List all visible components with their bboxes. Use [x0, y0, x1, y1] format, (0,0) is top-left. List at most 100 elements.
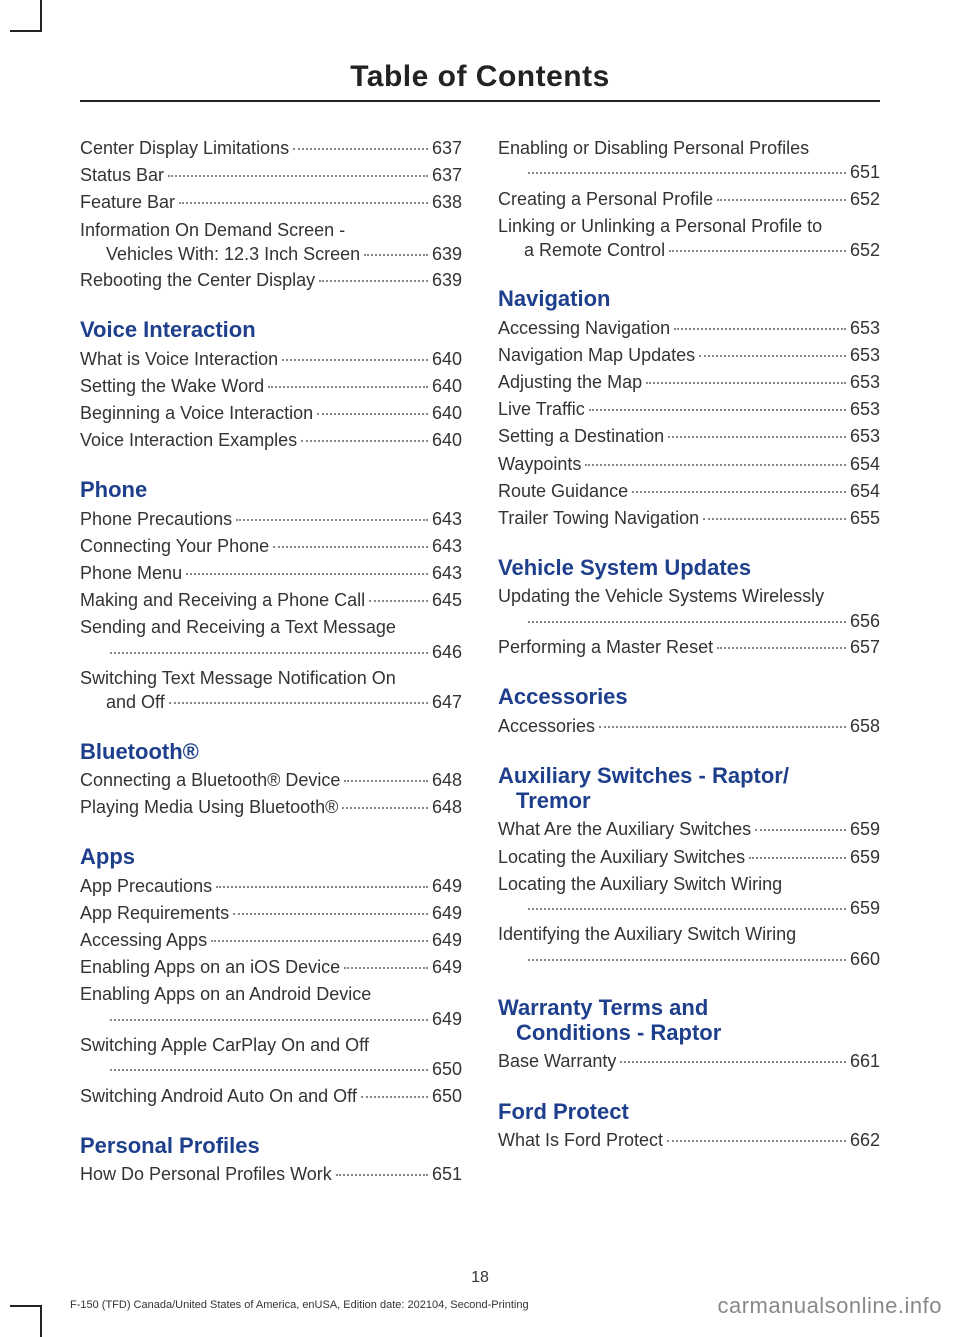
toc-page: 659: [850, 845, 880, 870]
toc-entry-multiline: Sending and Receiving a Text Message 646: [80, 615, 462, 664]
toc-page: 661: [850, 1049, 880, 1074]
section-voice-interaction: Voice Interaction: [80, 317, 462, 342]
toc-label-line2: Vehicles With: 12.3 Inch Screen: [106, 242, 360, 266]
leader-dots: [632, 491, 846, 493]
toc-label-line1: Linking or Unlinking a Personal Profile …: [498, 214, 880, 238]
leader-dots: [317, 413, 428, 415]
leader-dots: [717, 647, 846, 649]
toc-page: 650: [432, 1084, 462, 1109]
toc-entry: What Is Ford Protect662: [498, 1128, 880, 1153]
toc-page: 647: [432, 690, 462, 714]
toc-entry: Playing Media Using Bluetooth®648: [80, 795, 462, 820]
toc-page: 649: [432, 955, 462, 980]
leader-dots: [179, 202, 428, 204]
toc-entry-multiline: Information On Demand Screen - Vehicles …: [80, 218, 462, 267]
toc-page: 652: [850, 238, 880, 262]
toc-entry: What is Voice Interaction 640: [80, 347, 462, 372]
toc-page: 654: [850, 479, 880, 504]
leader-dots: [703, 518, 846, 520]
leader-dots: [168, 175, 428, 177]
toc-entry-multiline: Switching Text Message Notification On a…: [80, 666, 462, 715]
leader-dots: [749, 857, 846, 859]
leader-dots: [620, 1061, 846, 1063]
toc-label: Setting the Wake Word: [80, 374, 264, 399]
leader-dots: [361, 1096, 428, 1098]
toc-page: 655: [850, 506, 880, 531]
leader-dots: [186, 573, 428, 575]
toc-page: 645: [432, 588, 462, 613]
toc-page: 652: [850, 187, 880, 212]
toc-entry: Voice Interaction Examples640: [80, 428, 462, 453]
leader-dots: [319, 280, 428, 282]
section-warranty: Warranty Terms and Conditions - Raptor: [498, 995, 880, 1046]
toc-label: Waypoints: [498, 452, 581, 477]
leader-dots: [528, 621, 846, 623]
toc-label: Accessing Apps: [80, 928, 207, 953]
section-ford-protect: Ford Protect: [498, 1099, 880, 1124]
toc-label: What Are the Auxiliary Switches: [498, 817, 751, 842]
toc-label: Making and Receiving a Phone Call: [80, 588, 365, 613]
toc-label: What is Voice Interaction: [80, 347, 278, 372]
toc-label-line1: Locating the Auxiliary Switch Wiring: [498, 872, 880, 896]
toc-entry: Accessing Navigation653: [498, 316, 880, 341]
toc-entry: Route Guidance 654: [498, 479, 880, 504]
toc-page: 653: [850, 316, 880, 341]
toc-entry: Making and Receiving a Phone Call 645: [80, 588, 462, 613]
crop-mark-bl: [10, 1305, 42, 1337]
footer-left: F-150 (TFD) Canada/United States of Amer…: [70, 1299, 529, 1311]
leader-dots: [211, 940, 428, 942]
toc-entry: Accessories658: [498, 714, 880, 739]
toc-page: 653: [850, 343, 880, 368]
toc-page: 651: [432, 1162, 462, 1187]
toc-page: 662: [850, 1128, 880, 1153]
leader-dots: [364, 254, 428, 256]
leader-dots: [674, 328, 846, 330]
toc-label: App Precautions: [80, 874, 212, 899]
toc-page: 648: [432, 768, 462, 793]
section-apps: Apps: [80, 844, 462, 869]
toc-label: Voice Interaction Examples: [80, 428, 297, 453]
crop-mark-tl: [10, 0, 42, 32]
toc-label: Setting a Destination: [498, 424, 664, 449]
toc-page: 659: [850, 896, 880, 920]
toc-entry: App Precautions649: [80, 874, 462, 899]
toc-label: Connecting a Bluetooth® Device: [80, 768, 340, 793]
toc-page: 653: [850, 370, 880, 395]
leader-dots: [717, 199, 846, 201]
toc-label: Route Guidance: [498, 479, 628, 504]
toc-page: 639: [432, 242, 462, 266]
section-phone: Phone: [80, 477, 462, 502]
leader-dots: [110, 1069, 428, 1071]
toc-label: Switching Android Auto On and Off: [80, 1084, 357, 1109]
section-vehicle-system-updates: Vehicle System Updates: [498, 555, 880, 580]
toc-entry: Connecting Your Phone643: [80, 534, 462, 559]
toc-entry: Switching Android Auto On and Off 650: [80, 1084, 462, 1109]
toc-page: 640: [432, 347, 462, 372]
footer-right: carmanualsonline.info: [717, 1293, 942, 1319]
leader-dots: [282, 359, 428, 361]
toc-entry-multiline: Identifying the Auxiliary Switch Wiring …: [498, 922, 880, 971]
leader-dots: [585, 464, 846, 466]
toc-label: Creating a Personal Profile: [498, 187, 713, 212]
toc-entry: Setting a Destination653: [498, 424, 880, 449]
toc-page: 649: [432, 1007, 462, 1031]
toc-label: Rebooting the Center Display: [80, 268, 315, 293]
page-title: Table of Contents: [80, 60, 880, 94]
toc-entry: Status Bar 637: [80, 163, 462, 188]
toc-entry: Enabling Apps on an iOS Device649: [80, 955, 462, 980]
section-accessories: Accessories: [498, 684, 880, 709]
toc-entry-multiline: Enabling Apps on an Android Device 649: [80, 982, 462, 1031]
toc-label: Navigation Map Updates: [498, 343, 695, 368]
toc-page: 650: [432, 1057, 462, 1081]
toc-label-line2: and Off: [106, 690, 165, 714]
toc-page: 656: [850, 609, 880, 633]
toc-page: 657: [850, 635, 880, 660]
toc-page: 651: [850, 160, 880, 184]
page: Table of Contents Center Display Limitat…: [0, 0, 960, 1337]
toc-label: Accessories: [498, 714, 595, 739]
toc-entry: App Requirements649: [80, 901, 462, 926]
leader-dots: [216, 886, 428, 888]
leader-dots: [646, 382, 846, 384]
toc-entry: Live Traffic653: [498, 397, 880, 422]
leader-dots: [169, 702, 428, 704]
